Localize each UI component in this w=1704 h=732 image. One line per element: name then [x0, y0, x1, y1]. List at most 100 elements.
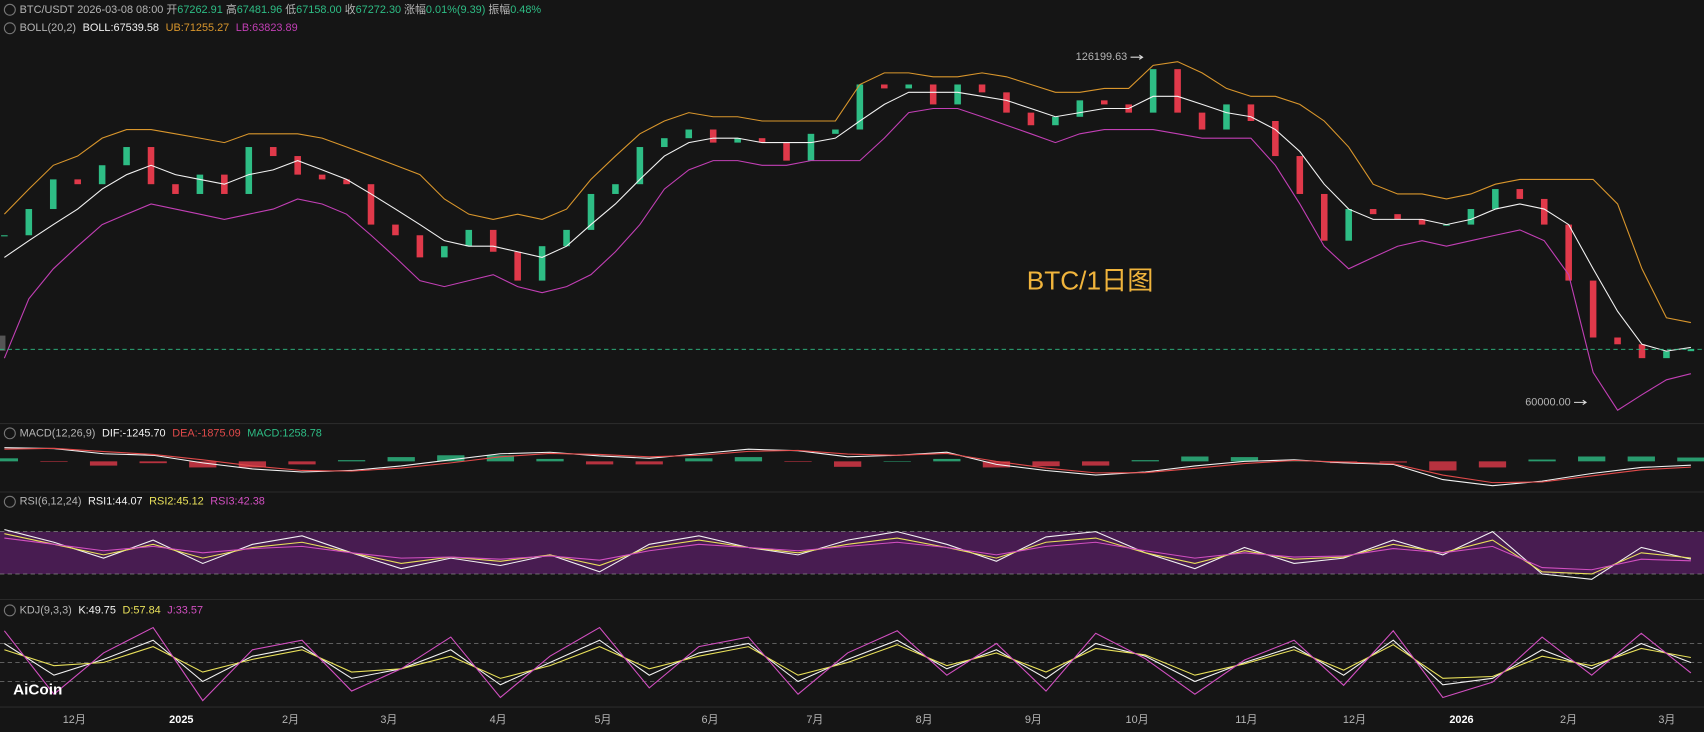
symbol: BTC/USDT [20, 4, 75, 16]
x-tick-label: 9月 [1025, 714, 1042, 726]
candle [1663, 351, 1670, 359]
macd-bar [387, 457, 415, 462]
legend-entry: J:33.57 [167, 604, 203, 616]
label: 收 [345, 2, 356, 16]
candle [1467, 209, 1475, 225]
candle [1492, 189, 1499, 210]
candle [245, 147, 253, 194]
label: 高 [226, 2, 237, 16]
macd-bar [536, 458, 564, 462]
macd-bar [883, 461, 911, 462]
annotation: 60000.00 [1525, 396, 1570, 408]
candle [441, 246, 448, 258]
macd-bar [337, 460, 366, 462]
indicator-line [4, 537, 1691, 571]
candle [587, 193, 595, 230]
candle [734, 138, 741, 143]
macd-bar [1181, 456, 1209, 462]
side-tab[interactable] [0, 335, 6, 351]
macd-bar [89, 461, 118, 466]
macd-bar [1429, 461, 1457, 471]
legend-entry: K:49.75 [78, 604, 116, 616]
label: 低 [285, 3, 296, 16]
candle [856, 84, 864, 130]
legend-entry: RSI3:42.38 [210, 496, 265, 508]
candle [538, 246, 546, 281]
macd-bar [784, 461, 812, 462]
candle [685, 129, 693, 139]
indicator-line [3, 107, 1692, 411]
collapse-icon[interactable] [3, 3, 16, 16]
macd-bar [1379, 461, 1407, 463]
candle [1540, 198, 1548, 225]
macd-bar [486, 455, 515, 462]
x-tick-label: 12月 [63, 714, 86, 726]
candle [758, 138, 766, 143]
x-tick-label: 2月 [1560, 714, 1577, 726]
x-tick-label: 4月 [490, 714, 507, 726]
x-tick-label: 12月 [1343, 714, 1366, 726]
indicator-line [3, 61, 1691, 324]
collapse-icon[interactable] [3, 495, 16, 508]
value: 0.48% [510, 4, 541, 16]
legend-entry: UB:71255.27 [166, 22, 230, 34]
legend-entry: D:57.84 [123, 604, 161, 616]
candle [196, 174, 204, 194]
candle [1418, 219, 1426, 225]
candle [514, 251, 521, 281]
macd-bar [685, 458, 713, 462]
indicator-title: KDJ(9,3,3) [20, 604, 72, 616]
indicator-line [4, 91, 1691, 352]
indicator-line [3, 626, 1692, 702]
macd-bar [189, 461, 217, 468]
label: 涨幅 [404, 3, 426, 16]
legend-entry: DEA:-1875.09 [172, 427, 241, 439]
indicator-line [4, 639, 1692, 686]
indicator-line [4, 644, 1691, 679]
macd-bar [1677, 457, 1704, 462]
label: 振幅 [488, 2, 510, 16]
candle [49, 179, 57, 210]
macd-bar [1082, 461, 1110, 466]
candle [489, 229, 497, 252]
datetime: 2026-03-08 08:00 [77, 4, 163, 16]
candle [343, 179, 350, 185]
candle [807, 133, 815, 161]
candle [1174, 69, 1181, 113]
collapse-icon[interactable] [3, 427, 16, 440]
candle [392, 224, 399, 236]
macd-bar [1230, 457, 1259, 462]
annotation: 126199.63 [1076, 51, 1128, 63]
candle [294, 156, 301, 175]
candle [1052, 116, 1059, 126]
value: 67481.96 [237, 4, 282, 16]
macd-bar [437, 455, 465, 462]
collapse-icon[interactable] [3, 22, 16, 35]
indicator-title: MACD(12,26,9) [20, 427, 96, 439]
collapse-icon[interactable] [3, 604, 16, 617]
candle [905, 84, 913, 89]
candle [1247, 104, 1255, 121]
value: 67158.00 [296, 4, 341, 16]
candle [636, 147, 644, 185]
candle [465, 229, 473, 247]
macd-bar [238, 461, 267, 468]
macd-bar [139, 461, 167, 464]
candle [612, 184, 619, 194]
macd-bar [1578, 456, 1606, 462]
macd-bar [933, 458, 961, 462]
candle [1687, 349, 1695, 352]
x-tick-label: 3月 [380, 714, 397, 726]
annotation-arrow [1574, 399, 1588, 406]
x-tick-label: 2026 [1449, 714, 1473, 726]
candle [416, 235, 424, 258]
legend-entry: LB:63823.89 [236, 22, 298, 34]
indicator-line [4, 533, 1691, 575]
legend-entry: BOLL:67539.58 [83, 22, 159, 34]
macd-bar [833, 461, 862, 467]
legend-entry: RSI1:44.07 [88, 496, 143, 508]
x-tick-label: 8月 [916, 714, 933, 726]
macd-bar [1131, 460, 1159, 462]
candle [1272, 120, 1279, 157]
